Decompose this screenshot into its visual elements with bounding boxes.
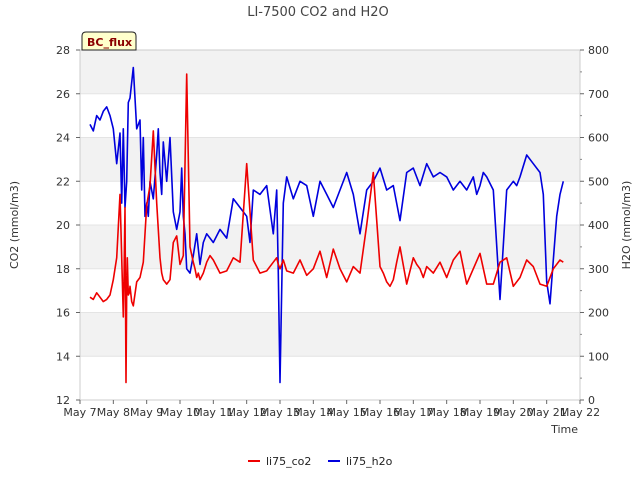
left-tick-label: 28 — [56, 44, 70, 57]
right-axis-title: H2O (mmol/m3) — [620, 181, 633, 270]
legend-label-co2: li75_co2 — [266, 455, 311, 468]
x-tick-label: May 8 — [97, 406, 130, 419]
x-tick-label: May 12 — [227, 406, 267, 419]
x-tick-label: May 21 — [527, 406, 567, 419]
x-tick-label: May 14 — [293, 406, 333, 419]
chart-title: LI-7500 CO2 and H2O — [247, 5, 389, 20]
left-tick-label: 26 — [56, 88, 70, 101]
x-axis-title: Time — [550, 423, 578, 436]
series-layer — [89, 66, 565, 384]
x-tick-label: May 17 — [393, 406, 433, 419]
right-tick-label: 400 — [588, 219, 609, 232]
right-axis: 0 100 200 300 400 500 600 700 800 — [580, 44, 609, 407]
right-tick-label: 500 — [588, 175, 609, 188]
background-bands — [80, 50, 580, 357]
site-label-box: BC_flux — [81, 31, 137, 51]
left-tick-label: 16 — [56, 307, 70, 320]
left-tick-label: 24 — [56, 132, 70, 145]
x-tick-label: May 18 — [427, 406, 467, 419]
band — [80, 312, 580, 357]
x-tick-label: May 13 — [260, 406, 300, 419]
left-tick-label: 18 — [56, 263, 70, 276]
right-tick-label: 700 — [588, 88, 609, 101]
x-tick-label: May 11 — [193, 406, 233, 419]
x-tick-label: May 16 — [360, 406, 400, 419]
legend-label-h2o: li75_h2o — [346, 455, 393, 468]
grid-lines — [80, 49, 580, 401]
x-tick-label: May 7 — [63, 406, 96, 419]
left-tick-label: 20 — [56, 219, 70, 232]
right-tick-label: 600 — [588, 132, 609, 145]
right-tick-label: 200 — [588, 307, 609, 320]
x-tick-label: May 9 — [130, 406, 163, 419]
left-tick-label: 14 — [56, 350, 70, 363]
x-tick-label: May 10 — [160, 406, 200, 419]
x-tick-label: May 20 — [493, 406, 533, 419]
left-tick-label: 22 — [56, 175, 70, 188]
right-tick-label: 0 — [588, 394, 595, 407]
site-label: BC_flux — [87, 36, 132, 49]
x-tick-label: May 22 — [560, 406, 600, 419]
left-axis: 12 14 16 18 20 22 24 26 28 — [56, 44, 80, 407]
legend: li75_co2 li75_h2o — [248, 455, 393, 468]
left-tick-label: 12 — [56, 394, 70, 407]
x-tick-label: May 15 — [327, 406, 367, 419]
right-tick-label: 100 — [588, 350, 609, 363]
series-line-li75_co2 — [89, 73, 564, 384]
band — [80, 50, 580, 94]
series-line-li75_h2o — [89, 66, 565, 384]
x-tick-label: May 19 — [460, 406, 500, 419]
right-tick-label: 800 — [588, 44, 609, 57]
left-axis-title: CO2 (mmol/m3) — [8, 181, 21, 269]
right-tick-label: 300 — [588, 263, 609, 276]
